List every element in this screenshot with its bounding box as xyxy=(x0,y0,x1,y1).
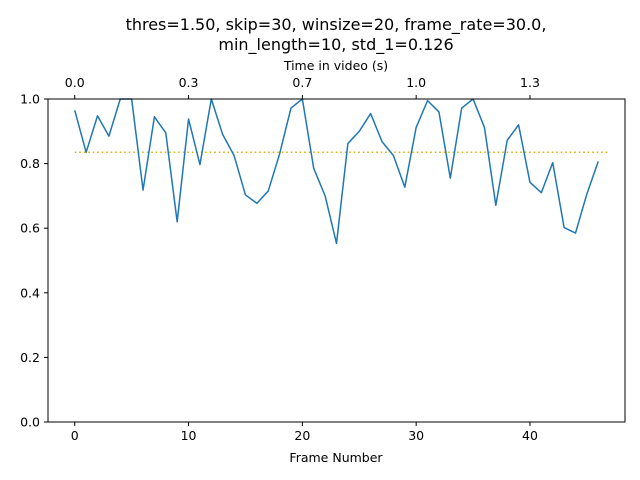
top-tick-label: 0.7 xyxy=(292,75,312,90)
y-tick-label: 0.4 xyxy=(20,285,40,300)
x-tick-label: 10 xyxy=(181,428,197,443)
x-tick-label: 20 xyxy=(294,428,310,443)
x-axis-label: Frame Number xyxy=(289,450,383,465)
top-tick-label: 1.3 xyxy=(520,75,540,90)
x-tick-label: 40 xyxy=(522,428,538,443)
y-tick-label: 0.8 xyxy=(20,156,40,171)
top-axis-label: Time in video (s) xyxy=(283,58,388,73)
x-tick-label: 0 xyxy=(71,428,79,443)
y-tick-label: 0.6 xyxy=(20,221,40,236)
y-tick-label: 0.0 xyxy=(20,415,40,430)
top-tick-label: 1.0 xyxy=(406,75,426,90)
y-tick-label: 0.2 xyxy=(20,350,40,365)
series-line-signal xyxy=(75,99,599,243)
x-tick-label: 30 xyxy=(408,428,424,443)
top-tick-label: 0.0 xyxy=(65,75,85,90)
y-tick-label: 1.0 xyxy=(20,92,40,107)
plot-frame xyxy=(48,99,625,422)
chart-title-line-2: min_length=10, std_1=0.126 xyxy=(218,35,453,55)
top-tick-label: 0.3 xyxy=(179,75,199,90)
chart-title-line-1: thres=1.50, skip=30, winsize=20, frame_r… xyxy=(126,15,547,35)
